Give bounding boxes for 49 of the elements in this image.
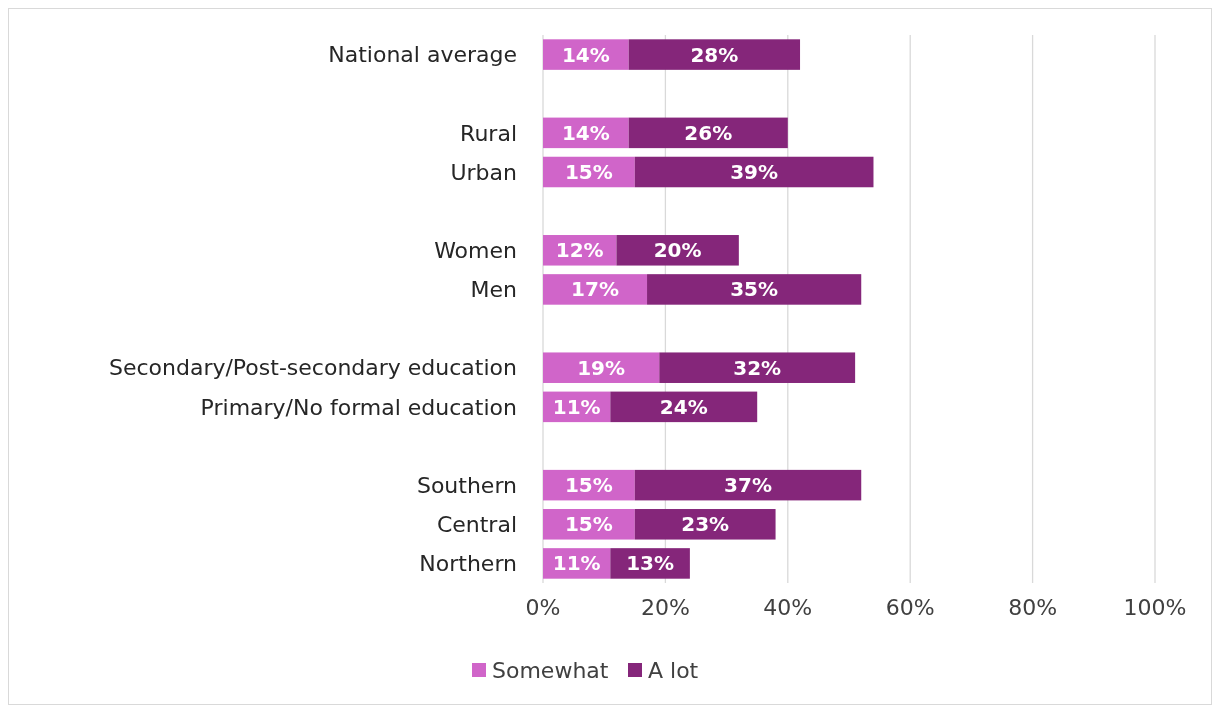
y-tick-label: Central — [436, 511, 517, 537]
x-tick-label: 60% — [885, 595, 935, 620]
data-label: 11% — [552, 394, 601, 419]
x-tick-label: 40% — [763, 595, 813, 620]
data-label: 15% — [564, 160, 613, 184]
data-label: 28% — [690, 42, 739, 67]
y-tick-label: Urban — [450, 159, 517, 185]
data-label: 23% — [681, 512, 730, 537]
legend-label: Somewhat — [492, 657, 609, 683]
bar — [634, 509, 776, 540]
bar — [610, 391, 758, 423]
bar — [543, 352, 660, 383]
data-label: 13% — [626, 551, 675, 576]
bar — [634, 469, 862, 501]
x-tick-label: 0% — [525, 595, 561, 620]
bar — [647, 274, 862, 305]
data-label: 15% — [564, 512, 613, 537]
legend-label: A lot — [648, 657, 699, 683]
data-label: 17% — [571, 277, 619, 302]
y-tick-label: Northern — [419, 551, 517, 577]
x-tick-label: 20% — [640, 595, 690, 620]
data-label: 15% — [564, 473, 613, 498]
data-label: 14% — [561, 120, 610, 145]
data-label: 39% — [730, 160, 779, 184]
y-tick-label: Men — [470, 277, 517, 303]
data-label: 37% — [724, 473, 772, 498]
y-tick-label: National average — [328, 42, 517, 68]
x-tick-label: 100% — [1123, 595, 1187, 620]
data-label: 12% — [555, 238, 604, 263]
y-tick-label: Primary/No formal education — [200, 394, 517, 420]
bar — [628, 39, 801, 70]
data-label: 14% — [561, 42, 610, 67]
data-label: 32% — [733, 355, 782, 380]
bar — [634, 156, 874, 188]
y-tick-label: Secondary/Post-secondary education — [108, 355, 517, 381]
data-label: 35% — [730, 277, 779, 302]
data-label: 20% — [653, 238, 702, 263]
bar — [659, 352, 856, 383]
y-tick-label: Rural — [460, 120, 517, 146]
data-label: 19% — [577, 355, 626, 380]
y-tick-label: Women — [434, 237, 517, 263]
y-tick-label: Southern — [416, 472, 517, 498]
data-label: 26% — [684, 120, 733, 145]
bar — [616, 235, 739, 266]
x-tick-label: 80% — [1008, 595, 1058, 620]
data-label: 24% — [659, 394, 708, 419]
bar — [628, 117, 788, 149]
data-label: 11% — [552, 551, 601, 576]
bar — [543, 274, 648, 305]
